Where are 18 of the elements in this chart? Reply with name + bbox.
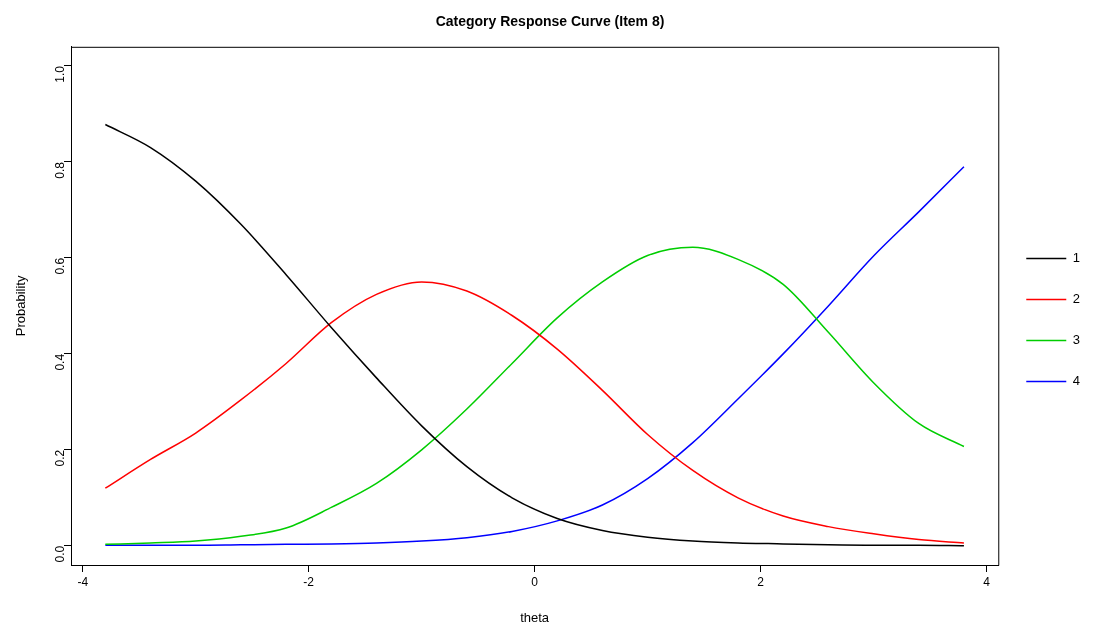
x-tick-label: 4 [983,574,991,589]
x-axis-title: theta [520,609,550,625]
y-tick-label: 0.8 [53,161,68,179]
legend-label: 1 [1072,250,1080,266]
x-tick-label: -4 [77,574,89,589]
legend-label: 2 [1072,291,1080,307]
y-tick-label: 0.4 [53,353,68,371]
legend-label: 3 [1072,332,1080,348]
y-tick-label: 0.0 [53,545,68,563]
x-tick-label: 0 [531,574,539,589]
legend-label: 4 [1072,373,1080,389]
y-tick-label: 0.2 [53,449,68,467]
x-tick-label: 2 [757,574,765,589]
chart-title: Category Response Curve (Item 8) [435,13,665,30]
x-tick-label: -2 [303,574,315,589]
y-tick-label: 1.0 [53,65,68,83]
y-tick-label: 0.6 [53,257,68,275]
y-axis-title: Probability [13,275,29,337]
